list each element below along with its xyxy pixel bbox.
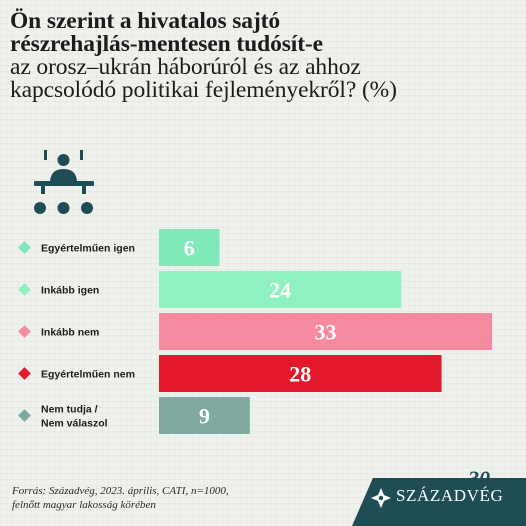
category-label-inkabb-igen: Inkább igen [41, 285, 99, 297]
value-label-nem-tudja-nem-valaszol: 9 [199, 404, 210, 429]
title-line-3: az orosz–ukrán háborúról és az ahhoz [10, 54, 361, 80]
bar-inkabb-nem [159, 313, 492, 350]
title-line-2: részrehajlás-mentesen tudósít-e [10, 31, 323, 57]
brand-name: SZÁZADVÉG [396, 486, 504, 505]
value-label-inkabb-igen: 24 [269, 278, 291, 303]
category-marker-egyertelmuen-igen [18, 241, 31, 254]
title-line-1: Ön szerint a hivatalos sajtó [10, 8, 281, 34]
category-label-egyertelmuen-igen: Egyértelműen igen [41, 243, 135, 255]
bar-inkabb-igen [159, 271, 402, 308]
source-line-1: Forrás: Századvég, 2023. április, CATI, … [12, 485, 229, 497]
press-conference-icon [34, 150, 94, 214]
value-label-egyertelmuen-igen: 6 [184, 236, 195, 261]
brand-anniversary-number: 30 [468, 466, 490, 491]
bar-egyertelmuen-igen [159, 229, 220, 266]
diamond-ornament-icon [371, 488, 391, 508]
category-marker-inkabb-nem [18, 325, 31, 338]
source-note: Forrás: Századvég, 2023. április, CATI, … [12, 484, 229, 512]
bar-egyertelmuen-nem [159, 355, 442, 392]
chart-title: Ön szerint a hivatalos sajtó részrehajlá… [10, 8, 516, 103]
source-line-2: felnőtt magyar lakosság körében [12, 499, 156, 511]
category-marker-nem-tudja-nem-valaszol [18, 409, 31, 422]
title-line-4: kapcsolódó politikai fejleményekről? (%) [10, 77, 397, 103]
category-label-inkabb-nem: Inkább nem [41, 327, 99, 339]
bar-nem-tudja-nem-valaszol [159, 397, 250, 434]
category-label-nem-tudja-nem-valaszol: Nem tudja / Nem válaszol [41, 404, 108, 430]
category-marker-egyertelmuen-nem [18, 367, 31, 380]
category-label-egyertelmuen-nem: Egyértelműen nem [41, 369, 135, 381]
value-label-egyertelmuen-nem: 28 [289, 362, 311, 387]
value-label-inkabb-nem: 33 [315, 320, 337, 345]
category-marker-inkabb-igen [18, 283, 31, 296]
